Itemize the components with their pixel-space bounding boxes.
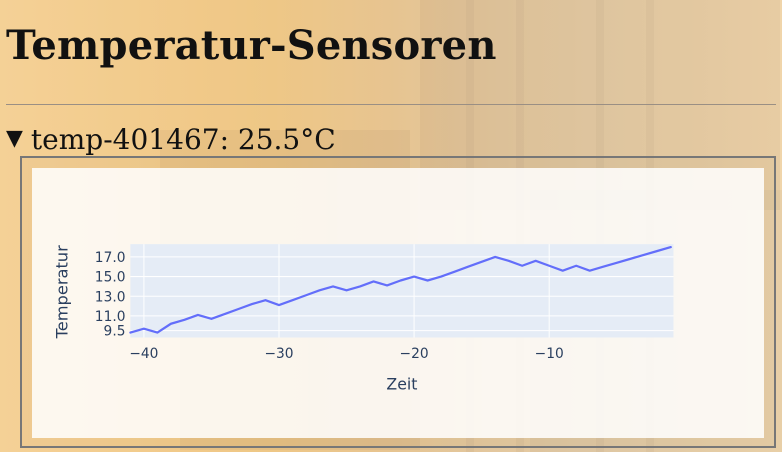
sensor-details[interactable]: ▼ temp-401467: 25.5°C −40 −30 −20 −10 9.5 11.… (6, 122, 782, 452)
y-tick-label: 17.0 (95, 250, 126, 266)
plot-area (130, 244, 674, 338)
x-tick-label: −30 (264, 346, 293, 362)
disclosure-caret-icon: ▼ (6, 125, 23, 151)
y-tick-label: 9.5 (104, 324, 126, 340)
temperature-line-chart: −40 −30 −20 −10 9.511.0 13.0 15.0 17.0 Zeit Tem… (53, 244, 674, 393)
chart-plot-layer: −40 −30 −20 −10 9.511.0 13.0 15.0 17.0 (95, 244, 674, 362)
page-title: Temperatur-Sensoren (6, 22, 497, 69)
y-tick-label: 11.0 (95, 309, 126, 325)
series-line (129, 245, 672, 334)
chart-container: −40 −30 −20 −10 9.5 11.0 13.0 15.0 17.0 Zeit Tem… (32, 168, 764, 438)
x-tick-label: −40 (129, 346, 158, 362)
y-tick-label: 15.0 (95, 269, 126, 285)
sensor-panel: −40 −30 −20 −10 9.5 11.0 13.0 15.0 17.0 Zeit Tem… (20, 156, 776, 448)
x-tick-label: −10 (535, 346, 564, 362)
divider (6, 104, 776, 105)
x-tick-label: −20 (400, 346, 429, 362)
sensor-summary[interactable]: ▼ temp-401467: 25.5°C (6, 122, 782, 156)
y-axis-title: Temperatur (53, 245, 72, 340)
sensor-label: temp-401467: 25.5°C (30, 122, 336, 156)
x-axis-title: Zeit (386, 374, 417, 393)
y-tick-label: 13.0 (95, 289, 126, 305)
